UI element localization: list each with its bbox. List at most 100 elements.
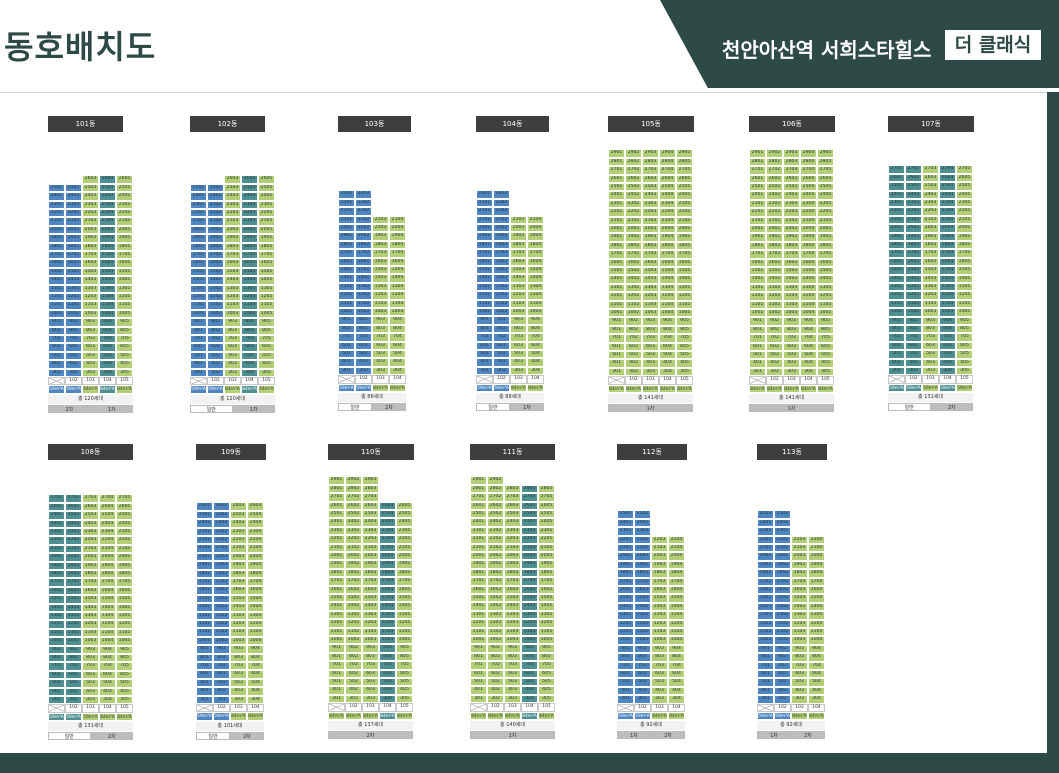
unit-cell: 2303 — [82, 200, 99, 209]
unit-cell: 804 — [800, 325, 817, 335]
unit-cell: 503 — [651, 678, 668, 687]
unit-cell: 1802 — [634, 569, 651, 578]
unit-cell: 1903 — [230, 561, 247, 570]
unit-cell: 1203 — [791, 619, 808, 628]
unit-cell: 605 — [538, 669, 555, 678]
unit-cell: 1604 — [247, 586, 264, 595]
brand-badge: 더 클래식 — [945, 30, 1041, 60]
unit-cell: 1102 — [625, 300, 642, 309]
unit-cell: 2401 — [608, 191, 625, 200]
unit-cell: 1901 — [470, 560, 487, 569]
unit-cell: 903 — [642, 317, 659, 326]
unit-cell: 2001 — [617, 552, 634, 561]
unit-cell: 704 — [800, 334, 817, 343]
unit-cell: 603 — [362, 669, 379, 678]
unit-cell: 2203 — [224, 209, 241, 218]
pilotis-cell — [48, 377, 65, 386]
unit-cell: 905 — [676, 317, 693, 326]
unit-cell: 1501 — [338, 266, 355, 275]
unit-cell: 1904 — [99, 234, 116, 243]
unit-cell: 2202 — [345, 535, 362, 544]
unit-cell: 701 — [48, 662, 65, 671]
unit-cell: 1403 — [510, 274, 527, 283]
unit-cell: 1701 — [476, 249, 493, 258]
unit-cell: 1904 — [808, 560, 825, 570]
unit-cell: 1303 — [362, 610, 379, 620]
unit-cell: 1502 — [65, 267, 82, 277]
unit-cell: 801 — [190, 326, 207, 335]
unit-cell: 2301 — [608, 199, 625, 209]
unit-cell: 1004 — [521, 636, 538, 645]
unit-cell: 1504 — [800, 267, 817, 276]
unit-cell: 1302 — [625, 283, 642, 293]
pilotis-cell: 104 — [527, 375, 544, 384]
unit-cell: 1101 — [48, 628, 65, 638]
pilotis-cell: 103 — [791, 703, 808, 712]
unit-cell: 905 — [116, 318, 133, 327]
page-title: 동호배치도 — [4, 28, 157, 66]
unit-cell: 1102 — [905, 299, 922, 309]
unit-cell: 1704 — [99, 578, 116, 587]
unit-cell: 2004 — [379, 552, 396, 561]
unit-cell: 1203 — [82, 293, 99, 302]
unit-cell: 2101 — [190, 217, 207, 226]
unit-type-label: 84m²A — [396, 711, 413, 720]
unit-cell: 2205 — [116, 209, 133, 218]
pilotis-cross-icon — [329, 704, 344, 711]
unit-cell: 2705 — [116, 494, 133, 503]
unit-cell: 1405 — [258, 276, 275, 285]
unit-type-label: 84m²A — [527, 383, 544, 392]
unit-cell: 2401 — [617, 518, 634, 528]
phase-legend: 2차 — [230, 731, 264, 740]
unit-cell: 1503 — [922, 266, 939, 275]
unit-cell: 1403 — [230, 603, 247, 612]
unit-cell: 1601 — [749, 258, 766, 267]
unit-cell: 2002 — [345, 552, 362, 561]
unit-cell: 1605 — [538, 585, 555, 594]
unit-cell: 2302 — [493, 198, 510, 208]
unit-cell: 2005 — [538, 552, 555, 561]
unit-cell: 2202 — [207, 209, 224, 218]
unit-cell: 1205 — [538, 619, 555, 628]
unit-type-label: 84m²A — [749, 384, 766, 393]
unit-cell: 1503 — [504, 594, 521, 603]
unit-cell: 1002 — [213, 636, 230, 646]
unit-cell: 801 — [757, 653, 774, 662]
unit-cell: 901 — [190, 318, 207, 327]
phase-legend: 2차 — [48, 404, 91, 413]
unit-cell: 1504 — [99, 267, 116, 277]
pilotis-cross-icon — [49, 378, 64, 385]
pilotis-cross-icon — [191, 378, 206, 385]
unit-cell: 2102 — [905, 215, 922, 225]
unit-cell: 2501 — [749, 183, 766, 192]
unit-cell: 505 — [956, 350, 973, 359]
unit-cell: 1503 — [82, 267, 99, 277]
unit-cell: 1703 — [230, 578, 247, 587]
unit-cell: 404 — [379, 686, 396, 695]
unit-cell: 2805 — [538, 484, 555, 494]
unit-cell: 603 — [651, 670, 668, 679]
unit-cell: 904 — [241, 318, 258, 327]
unit-cell: 1904 — [99, 561, 116, 570]
unit-cell: 1705 — [396, 577, 413, 586]
unit-cell: 1701 — [196, 578, 213, 587]
unit-cell: 2004 — [99, 225, 116, 235]
unit-cell: 1301 — [338, 282, 355, 292]
unit-cell: 1804 — [521, 568, 538, 578]
unit-cell: 2303 — [230, 527, 247, 536]
unit-cell: 804 — [379, 652, 396, 662]
unit-cell: 905 — [116, 645, 133, 654]
unit-cell: 1702 — [207, 251, 224, 260]
unit-cell: 1404 — [808, 602, 825, 612]
unit-cell: 301 — [190, 368, 207, 377]
unit-cell: 704 — [527, 333, 544, 342]
unit-cell: 1701 — [470, 577, 487, 586]
unit-cell: 2402 — [634, 518, 651, 528]
unit-cell: 305 — [676, 367, 693, 377]
unit-cell: 1805 — [538, 568, 555, 578]
phase-legend: 2차 — [90, 732, 133, 741]
unit-cell: 2101 — [48, 217, 65, 226]
unit-cell: 2005 — [396, 552, 413, 561]
unit-cell: 401 — [888, 358, 905, 367]
unit-cell: 2105 — [396, 543, 413, 552]
